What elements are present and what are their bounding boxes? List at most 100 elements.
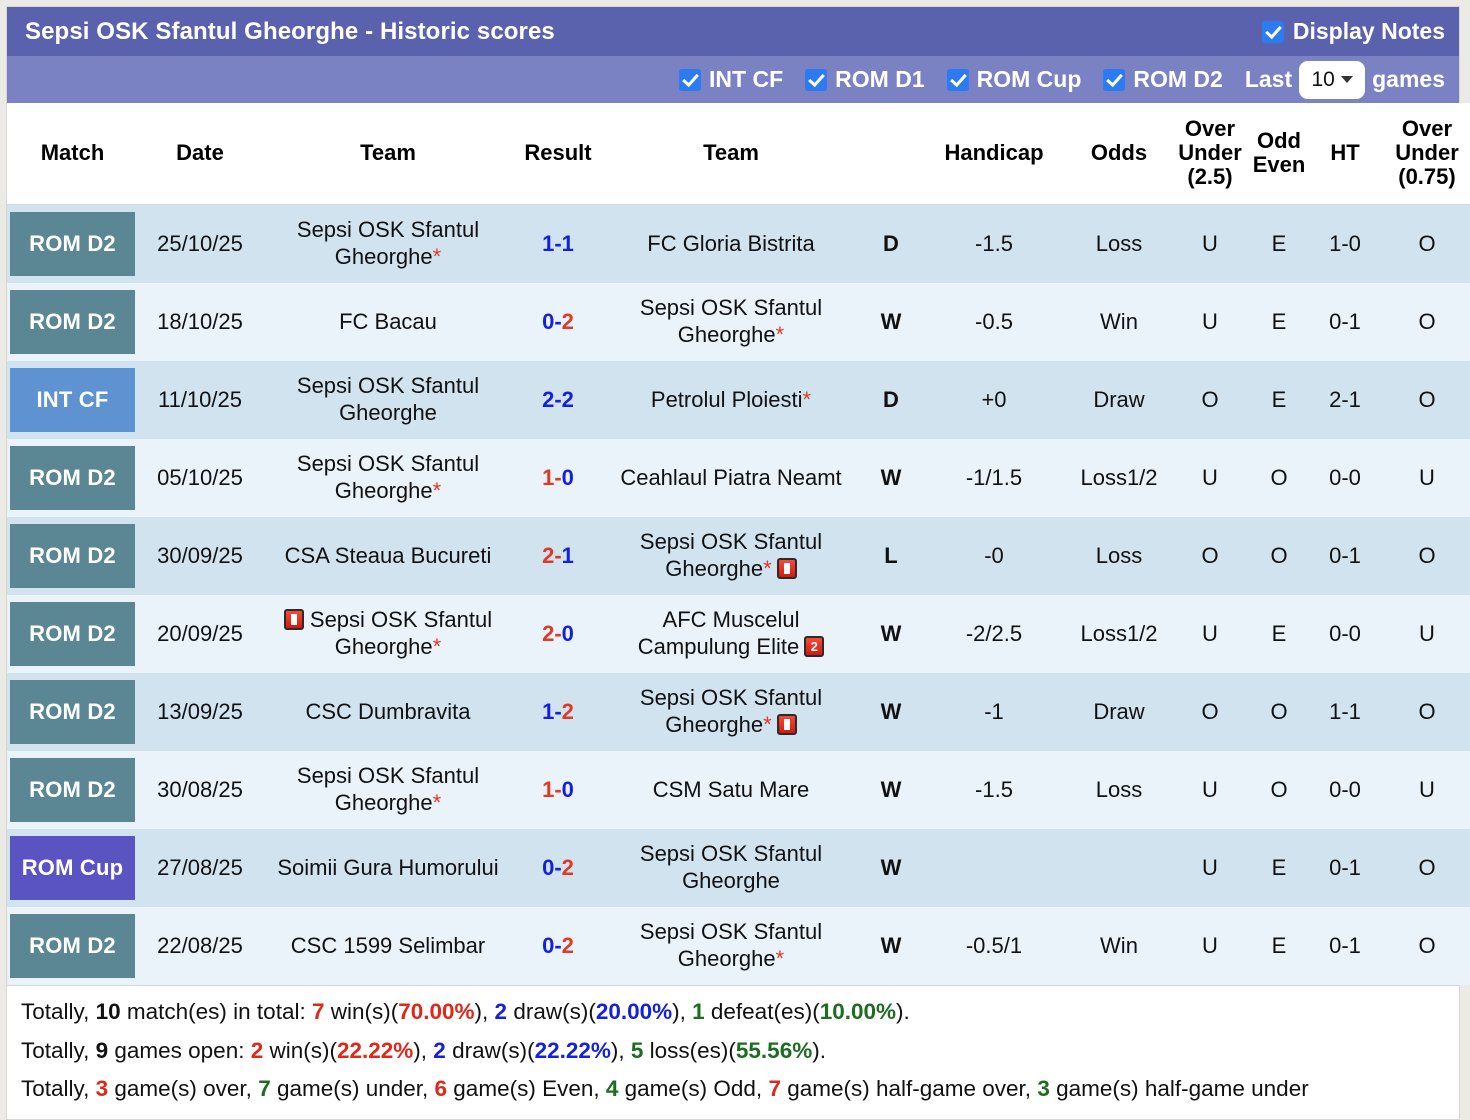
away-team-cell[interactable]: CSM Satu Mare [602,751,860,830]
table-row[interactable]: ROM D2 20/09/25 Sepsi OSK Sfantul Gheorghe… [7,595,1470,674]
s1-text-6: ), [672,999,693,1025]
home-team-cell[interactable]: CSA Steaua Bucureti [262,517,514,596]
summary-line-3: Totally, 3 game(s) over, 7 game(s) under… [21,1075,1445,1102]
col-handicap: Handicap [922,103,1066,206]
score-separator: - [554,698,562,724]
away-team-cell[interactable]: Sepsi OSK Sfantul Gheorghe* [602,283,860,362]
competition-badge-cell[interactable]: ROM D2 [7,673,138,752]
filter-int-cf[interactable]: INT CF [679,66,783,93]
competition-badge-cell[interactable]: ROM D2 [7,204,138,284]
away-team-cell[interactable]: Sepsi OSK Sfantul Gheorghe* [602,517,860,596]
handicap-value: -1 [922,673,1066,752]
competition-badge-cell[interactable]: ROM Cup [7,829,138,908]
s1-wins: 7 [311,999,325,1025]
match-date: 20/09/25 [138,595,262,674]
display-notes-toggle[interactable]: Display Notes [1261,18,1445,45]
competition-badge-cell[interactable]: ROM D2 [7,595,138,674]
table-row[interactable]: ROM D2 18/10/25 FC Bacau 0-2 Sepsi OSK Sfant… [7,283,1470,362]
result-cell[interactable]: 2-2 [514,361,602,440]
games-count-select[interactable]: 10 [1299,60,1366,99]
competition-badge-cell[interactable]: ROM D2 [7,751,138,830]
result-cell[interactable]: 0-2 [514,907,602,986]
team-name: Sepsi OSK Sfantul Gheorghe [639,295,823,348]
s3-hg-under: 3 [1037,1076,1050,1102]
half-time-score: 2-1 [1310,361,1380,440]
filter-int-cf-checkbox[interactable] [679,68,702,91]
result-cell[interactable]: 2-0 [514,595,602,674]
table-row[interactable]: ROM D2 25/10/25 Sepsi OSK Sfantul Gheorghe… [7,204,1470,284]
table-row[interactable]: ROM D2 30/09/25 CSA Steaua Bucureti 2-1 Seps… [7,517,1470,596]
over-under-075-value: O [1380,204,1470,284]
home-team-cell[interactable]: Sepsi OSK Sfantul Gheorghe [262,361,514,440]
competition-badge: ROM D2 [10,914,135,979]
summary-line-1: Totally, 10 match(es) in total: 7 win(s)… [21,998,1445,1025]
table-row[interactable]: INT CF 11/10/25 Sepsi OSK Sfantul Gheorghe… [7,361,1470,440]
table-row[interactable]: ROM Cup 27/08/25 Soimii Gura Humorului 0-2 S… [7,829,1470,908]
home-team-cell[interactable]: Soimii Gura Humorului [262,829,514,908]
home-team-cell[interactable]: Sepsi OSK Sfantul Gheorghe* [262,204,514,284]
team-name: Sepsi OSK Sfantul Gheorghe [639,685,823,738]
filter-rom-cup[interactable]: ROM Cup [946,66,1081,93]
over-under-075-value: U [1380,595,1470,674]
last-label: Last [1244,66,1293,92]
table-row[interactable]: ROM D2 13/09/25 CSC Dumbravita 1-2 Sepsi OSK… [7,673,1470,752]
result-cell[interactable]: 0-2 [514,829,602,908]
competition-badge-cell[interactable]: ROM D2 [7,907,138,986]
table-row[interactable]: ROM D2 30/08/25 Sepsi OSK Sfantul Gheorghe… [7,751,1470,830]
home-team-cell[interactable]: FC Bacau [262,283,514,362]
away-team-cell[interactable]: Sepsi OSK Sfantul Gheorghe* [602,907,860,986]
result-cell[interactable]: 1-0 [514,439,602,518]
win-draw-loss-indicator: W [860,829,922,908]
score-separator: - [554,776,562,802]
score-separator: - [554,230,562,256]
filter-rom-cup-checkbox[interactable] [946,68,969,91]
competition-badge-cell[interactable]: ROM D2 [7,517,138,596]
result-cell[interactable]: 0-2 [514,283,602,362]
filter-rom-d2[interactable]: ROM D2 [1103,66,1223,93]
competition-badge-cell[interactable]: ROM D2 [7,439,138,518]
away-team-cell[interactable]: Sepsi OSK Sfantul Gheorghe* [602,673,860,752]
home-team-cell[interactable]: Sepsi OSK Sfantul Gheorghe* [262,595,514,674]
team-name: FC Bacau [339,308,437,334]
over-under-25-value: O [1172,673,1248,752]
competition-badge: ROM Cup [10,836,135,901]
result-cell[interactable]: 2-1 [514,517,602,596]
score-away: 1 [561,230,574,256]
win-draw-loss-indicator: W [860,283,922,362]
away-team-cell[interactable]: FC Gloria Bistrita [602,204,860,284]
home-team-cell[interactable]: Sepsi OSK Sfantul Gheorghe* [262,751,514,830]
odds-result: Draw [1066,361,1172,440]
display-notes-checkbox[interactable] [1261,20,1284,43]
result-cell[interactable]: 1-2 [514,673,602,752]
filter-rom-d1-checkbox[interactable] [805,68,828,91]
competition-badge-cell[interactable]: INT CF [7,361,138,440]
table-row[interactable]: ROM D2 22/08/25 CSC 1599 Selimbar 0-2 Sepsi … [7,907,1470,986]
ou075-line2: Under [1395,139,1459,165]
away-team-cell[interactable]: Ceahlaul Piatra Neamt [602,439,860,518]
s2-text-6: ), [610,1037,631,1063]
s1-text-5: draw(s)( [507,999,596,1025]
win-draw-loss-indicator: W [860,439,922,518]
historic-scores-table: Match Date Team Result Team Handicap Odd… [7,103,1470,986]
away-team-cell[interactable]: AFC Muscelul Campulung Elite 2 [602,595,860,674]
col-match: Match [7,103,138,206]
result-cell[interactable]: 1-1 [514,204,602,284]
win-draw-loss-indicator: W [860,595,922,674]
home-team-cell[interactable]: CSC Dumbravita [262,673,514,752]
result-cell[interactable]: 1-0 [514,751,602,830]
match-date: 13/09/25 [138,673,262,752]
home-team-cell[interactable]: Sepsi OSK Sfantul Gheorghe* [262,439,514,518]
odds-result: Draw [1066,673,1172,752]
table-row[interactable]: ROM D2 05/10/25 Sepsi OSK Sfantul Gheorghe… [7,439,1470,518]
away-team-cell[interactable]: Petrolul Ploiesti* [602,361,860,440]
s2-text-3: win(s)( [263,1037,337,1063]
over-under-075-value: O [1380,673,1470,752]
home-team-cell[interactable]: CSC 1599 Selimbar [262,907,514,986]
win-draw-loss-indicator: D [860,361,922,440]
home-marker-asterisk: * [763,712,772,738]
competition-badge-cell[interactable]: ROM D2 [7,283,138,362]
away-team-cell[interactable]: Sepsi OSK Sfantul Gheorghe [602,829,860,908]
filter-rom-d2-checkbox[interactable] [1103,68,1126,91]
filter-rom-d1[interactable]: ROM D1 [805,66,925,93]
win-draw-loss-indicator: W [860,907,922,986]
